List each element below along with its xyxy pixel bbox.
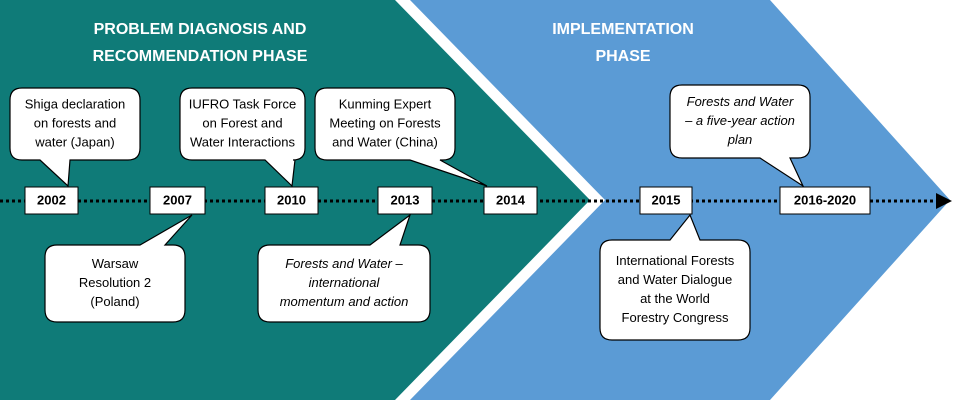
callout-text: and Water Dialogue xyxy=(618,272,732,287)
callout-text: Meeting on Forests xyxy=(329,115,441,130)
callout xyxy=(257,213,431,323)
callout-text: International Forests xyxy=(616,253,735,268)
callout-text: IUFRO Task Force xyxy=(189,96,296,111)
phase-title: RECOMMENDATION PHASE xyxy=(93,48,308,65)
callout-text: Kunming Expert xyxy=(339,96,432,111)
year-label: 2014 xyxy=(496,192,526,207)
callout-text: Resolution 2 xyxy=(79,275,151,290)
callout xyxy=(599,213,751,341)
callout-text: and Water (China) xyxy=(332,134,438,149)
callout-text: plan xyxy=(727,132,753,147)
phase-title: PROBLEM DIAGNOSIS AND xyxy=(94,21,307,38)
callout xyxy=(669,84,811,188)
callout-text: – a five-year action xyxy=(684,113,795,128)
year-label: 2010 xyxy=(277,192,306,207)
callout xyxy=(179,87,306,188)
year-box xyxy=(149,186,206,215)
year-box xyxy=(24,186,79,215)
callout-text: Water Interactions xyxy=(190,134,296,149)
callout-text: at the World xyxy=(640,291,710,306)
year-label: 2013 xyxy=(391,192,420,207)
phase-title: PHASE xyxy=(595,48,650,65)
year-label: 2016-2020 xyxy=(794,192,856,207)
timeline-arrowhead xyxy=(936,193,952,209)
callout-text: Warsaw xyxy=(92,256,139,271)
callout xyxy=(314,87,488,187)
callout-text: (Poland) xyxy=(90,294,139,309)
callout-text: Forestry Congress xyxy=(622,310,729,325)
callout-text: on Forest and xyxy=(202,115,282,130)
year-box xyxy=(483,186,538,215)
callout-text: on forests and xyxy=(34,115,116,130)
phase-title: IMPLEMENTATION xyxy=(552,21,694,38)
callout xyxy=(44,214,193,323)
year-box xyxy=(264,186,319,215)
callout-text: momentum and action xyxy=(280,294,409,309)
year-box xyxy=(779,186,871,215)
callout-text: Forests and Water – xyxy=(285,256,403,271)
callout xyxy=(9,87,141,188)
callout-text: Forests and Water xyxy=(687,94,794,109)
year-box xyxy=(639,186,693,215)
year-label: 2015 xyxy=(652,192,681,207)
year-label: 2002 xyxy=(37,192,66,207)
callout-text: international xyxy=(309,275,381,290)
year-box xyxy=(377,186,433,215)
callout-text: water (Japan) xyxy=(34,134,114,149)
year-label: 2007 xyxy=(163,192,192,207)
callout-text: Shiga declaration xyxy=(25,96,125,111)
